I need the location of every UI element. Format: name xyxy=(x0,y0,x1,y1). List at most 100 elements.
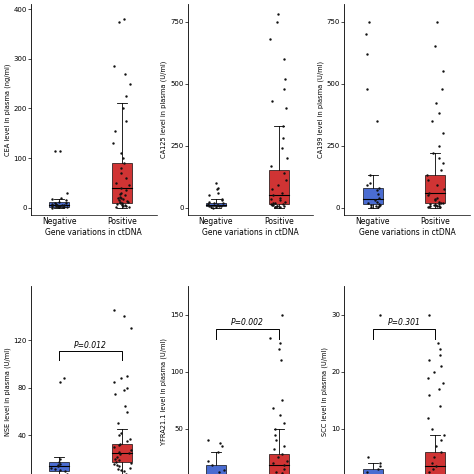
Point xyxy=(433,18,441,25)
Point xyxy=(431,43,439,50)
Point xyxy=(280,202,288,210)
Point xyxy=(271,431,279,438)
Point xyxy=(281,419,288,427)
Point xyxy=(280,465,288,473)
Point xyxy=(364,468,371,474)
Bar xyxy=(425,175,446,203)
Point xyxy=(365,18,373,25)
Point xyxy=(267,35,274,43)
Point xyxy=(120,467,128,474)
Point xyxy=(274,454,282,461)
Text: P=0.301: P=0.301 xyxy=(388,318,420,327)
Point xyxy=(118,202,126,210)
Point xyxy=(436,198,443,205)
Point xyxy=(56,378,64,385)
Point xyxy=(113,201,121,208)
Bar xyxy=(206,465,226,474)
Point xyxy=(61,201,68,209)
Point xyxy=(204,437,212,444)
Point xyxy=(111,127,118,135)
Point xyxy=(377,459,384,467)
Point xyxy=(439,67,447,75)
Point xyxy=(120,386,128,394)
Bar xyxy=(112,444,132,462)
Bar xyxy=(425,452,446,474)
Point xyxy=(425,391,433,399)
Point xyxy=(63,197,70,204)
Text: P=0.012: P=0.012 xyxy=(74,341,107,350)
Point xyxy=(432,462,439,470)
Bar xyxy=(269,171,289,204)
Point xyxy=(218,197,226,204)
Point xyxy=(270,459,277,467)
Point xyxy=(426,468,433,474)
Point xyxy=(438,167,445,174)
Point xyxy=(376,462,384,470)
Point xyxy=(123,372,131,380)
Point xyxy=(58,201,66,209)
Point xyxy=(111,456,118,463)
Point xyxy=(116,448,123,456)
Point xyxy=(57,194,65,201)
Point xyxy=(426,203,433,211)
Bar xyxy=(206,203,226,207)
Point xyxy=(278,145,285,152)
Point xyxy=(213,201,221,209)
Point xyxy=(278,450,285,458)
Point xyxy=(110,460,118,468)
Point xyxy=(124,198,132,206)
Point xyxy=(267,162,275,169)
Point xyxy=(439,380,447,387)
Point xyxy=(436,351,444,359)
Point xyxy=(116,190,124,198)
Point xyxy=(272,425,279,433)
Point xyxy=(425,311,433,319)
Point xyxy=(55,463,62,470)
Point xyxy=(364,199,372,207)
Point xyxy=(274,10,282,18)
Point xyxy=(119,195,127,203)
Point xyxy=(281,198,288,205)
Point xyxy=(117,169,125,177)
Point xyxy=(369,471,376,474)
Point xyxy=(121,159,128,167)
Point xyxy=(213,203,220,211)
Point xyxy=(210,200,218,207)
Point xyxy=(280,442,288,450)
Point xyxy=(110,378,118,385)
Point xyxy=(366,179,374,187)
Point xyxy=(283,154,291,162)
Point xyxy=(127,459,134,466)
Point xyxy=(270,473,277,474)
Point xyxy=(59,203,67,210)
Point xyxy=(267,201,275,208)
Point xyxy=(60,374,67,382)
Point xyxy=(424,177,432,184)
Point xyxy=(116,200,124,207)
Point xyxy=(116,441,123,449)
Point xyxy=(56,147,64,155)
Point xyxy=(220,466,228,474)
Point xyxy=(118,374,125,382)
Point xyxy=(279,135,286,142)
Y-axis label: NSE level in plasma (U/ml): NSE level in plasma (U/ml) xyxy=(4,347,11,436)
Point xyxy=(430,465,438,473)
Point xyxy=(111,390,118,397)
Point xyxy=(114,194,122,202)
Point xyxy=(374,117,381,125)
Point xyxy=(55,458,63,465)
Point xyxy=(215,202,222,210)
Point xyxy=(430,454,438,461)
Point xyxy=(123,197,131,205)
Point xyxy=(117,451,124,458)
Point xyxy=(271,203,279,211)
Point xyxy=(269,201,276,209)
Point xyxy=(435,339,442,347)
Bar xyxy=(269,454,289,474)
Point xyxy=(273,468,280,474)
Point xyxy=(215,468,222,474)
Point xyxy=(117,164,125,172)
Point xyxy=(430,201,438,209)
Point xyxy=(123,438,130,445)
Point xyxy=(118,199,126,207)
